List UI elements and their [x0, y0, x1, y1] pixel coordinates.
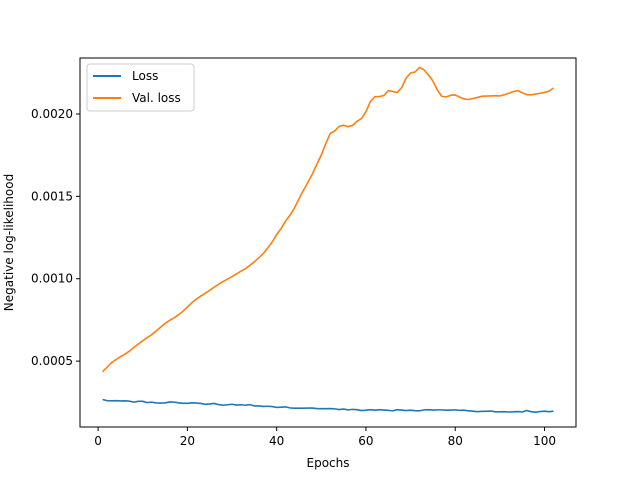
x-tick-label: 0 — [94, 434, 102, 448]
series-line-loss — [102, 398, 554, 413]
y-axis-label: Negative log-likelihood — [2, 174, 16, 311]
x-axis-label: Epochs — [307, 456, 350, 470]
y-tick-label: 0.0010 — [31, 272, 73, 286]
y-tick-label: 0.0005 — [31, 354, 73, 368]
legend-label-loss: Loss — [132, 69, 158, 83]
x-tick-label: 80 — [448, 434, 463, 448]
series-line-val-loss — [101, 66, 554, 373]
x-tick-label: 100 — [533, 434, 556, 448]
y-tick-label: 0.0015 — [31, 189, 73, 203]
x-tick-label: 40 — [269, 434, 284, 448]
y-axis: 0.0005 0.0010 0.0015 0.0020 — [31, 107, 80, 368]
x-tick-label: 20 — [180, 434, 195, 448]
y-tick-label: 0.0020 — [31, 107, 73, 121]
x-axis: 0 20 40 60 80 100 — [94, 427, 556, 448]
legend-label-val-loss: Val. loss — [132, 91, 181, 105]
legend: Loss Val. loss — [86, 63, 195, 112]
x-tick-label: 60 — [358, 434, 373, 448]
series-layer — [101, 66, 554, 413]
plot-frame — [79, 57, 577, 428]
